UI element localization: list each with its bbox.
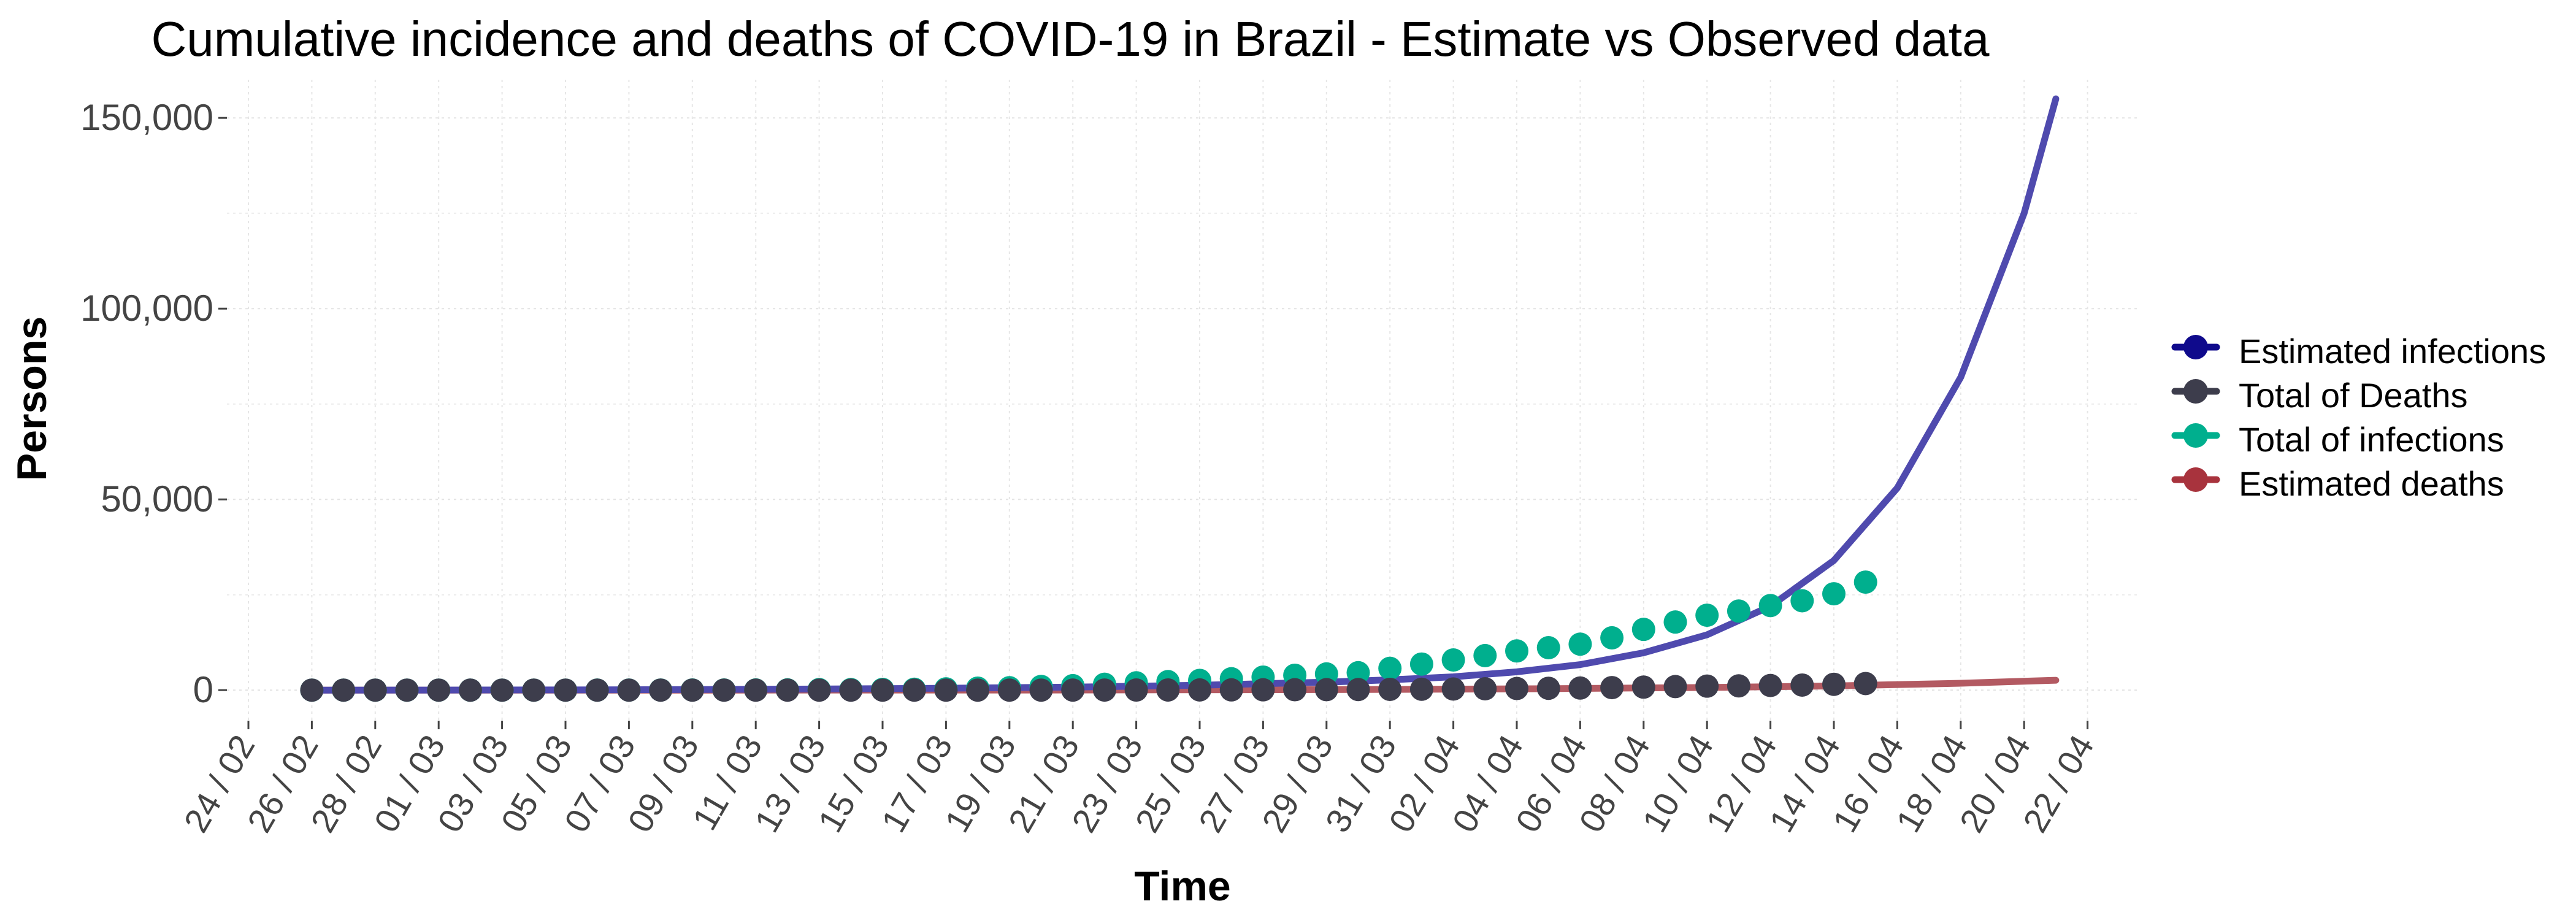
data-point-total-of-deaths [1631, 675, 1655, 699]
x-axis-title: Time [1134, 863, 1230, 910]
data-point-total-of-deaths [363, 678, 387, 702]
data-point-total-of-deaths [1822, 672, 1846, 696]
data-point-total-of-deaths [997, 678, 1021, 702]
data-point-total-of-deaths [1727, 674, 1750, 698]
data-point-total-of-infections [1631, 618, 1655, 642]
data-point-total-of-deaths [1758, 673, 1782, 697]
data-point-total-of-deaths [744, 678, 768, 702]
data-point-total-of-deaths [1219, 678, 1243, 702]
grid-lines [227, 80, 2141, 721]
data-point-total-of-infections [1853, 570, 1877, 594]
data-point-total-of-deaths [1536, 677, 1560, 700]
legend-key-icon [2171, 467, 2220, 492]
chart-title: Cumulative incidence and deaths of COVID… [151, 12, 1990, 66]
data-point-total-of-deaths [1853, 672, 1877, 696]
data-point-total-of-deaths [775, 678, 799, 702]
legend-key-icon [2171, 423, 2220, 448]
data-point-total-of-deaths [1473, 677, 1497, 701]
data-point-total-of-deaths [871, 678, 894, 702]
data-point-total-of-deaths [395, 678, 419, 702]
data-point-total-of-deaths [1600, 676, 1624, 700]
data-point-total-of-infections [1663, 610, 1687, 634]
legend-item: Total of Deaths [2171, 369, 2564, 415]
data-point-total-of-deaths [1029, 678, 1053, 702]
data-point-total-of-infections [1346, 661, 1370, 684]
y-tick-label: 0 [193, 669, 213, 710]
y-axis-title: Persons [9, 316, 55, 481]
data-point-total-of-infections [1758, 594, 1782, 618]
data-point-total-of-deaths [1188, 678, 1211, 702]
legend-label: Estimated infections [2239, 332, 2547, 370]
data-point-total-of-deaths [1156, 678, 1180, 702]
data-point-total-of-deaths [1124, 678, 1148, 702]
legend-key-icon [2171, 335, 2220, 359]
data-point-total-of-infections [1378, 656, 1402, 680]
chart-legend: Estimated infections Total of Deaths Total… [2171, 325, 2564, 503]
data-point-total-of-infections [1473, 643, 1497, 667]
data-point-total-of-infections [1600, 626, 1624, 650]
data-point-total-of-infections [1409, 652, 1433, 676]
data-point-total-of-deaths [966, 678, 990, 702]
data-point-total-of-deaths [934, 678, 958, 702]
data-point-total-of-deaths [300, 678, 324, 702]
data-point-total-of-deaths [490, 678, 514, 702]
legend-item: Estimated infections [2171, 325, 2564, 370]
data-point-total-of-deaths [585, 678, 609, 702]
y-tick-label: 150,000 [80, 97, 213, 138]
data-point-total-of-deaths [712, 678, 736, 702]
data-point-total-of-deaths [617, 678, 641, 702]
data-point-total-of-deaths [1663, 675, 1687, 699]
legend-item: Estimated deaths [2171, 458, 2564, 503]
data-point-total-of-deaths [1409, 677, 1433, 701]
y-tick-label: 100,000 [80, 288, 213, 329]
data-point-total-of-deaths [1092, 678, 1116, 702]
data-point-total-of-deaths [649, 678, 673, 702]
legend-label: Estimated deaths [2239, 464, 2504, 503]
data-point-total-of-deaths [1283, 678, 1307, 702]
data-point-total-of-infections [1822, 582, 1846, 606]
data-point-total-of-infections [1441, 648, 1465, 672]
legend-key-icon [2171, 379, 2220, 404]
data-point-total-of-deaths [1695, 674, 1719, 698]
data-point-total-of-infections [1727, 599, 1750, 623]
data-point-total-of-deaths [1441, 677, 1465, 701]
data-point-total-of-deaths [1346, 678, 1370, 702]
data-point-total-of-deaths [1505, 677, 1528, 700]
data-point-total-of-infections [1536, 636, 1560, 660]
data-point-total-of-deaths [1314, 678, 1338, 702]
data-point-total-of-deaths [807, 678, 831, 702]
data-point-total-of-infections [1695, 604, 1719, 627]
series-points [300, 570, 1877, 702]
data-point-total-of-deaths [458, 678, 482, 702]
data-point-total-of-deaths [522, 678, 546, 702]
legend-label: Total of infections [2239, 420, 2504, 459]
data-point-total-of-deaths [427, 678, 451, 702]
data-point-total-of-deaths [1568, 676, 1592, 700]
legend-item: Total of infections [2171, 413, 2564, 459]
data-point-total-of-infections [1568, 632, 1592, 656]
y-tick-label: 50,000 [101, 478, 213, 519]
data-point-total-of-deaths [1378, 677, 1402, 701]
data-point-total-of-infections [1505, 639, 1528, 663]
data-point-total-of-deaths [839, 678, 863, 702]
data-point-total-of-infections [1790, 589, 1814, 613]
data-point-total-of-deaths [332, 678, 356, 702]
data-point-total-of-deaths [1251, 678, 1275, 702]
data-point-total-of-deaths [680, 678, 704, 702]
data-point-total-of-deaths [902, 678, 926, 702]
data-point-total-of-deaths [1790, 673, 1814, 697]
legend-label: Total of Deaths [2239, 376, 2468, 415]
data-point-total-of-deaths [1061, 678, 1085, 702]
data-point-total-of-deaths [554, 678, 577, 702]
